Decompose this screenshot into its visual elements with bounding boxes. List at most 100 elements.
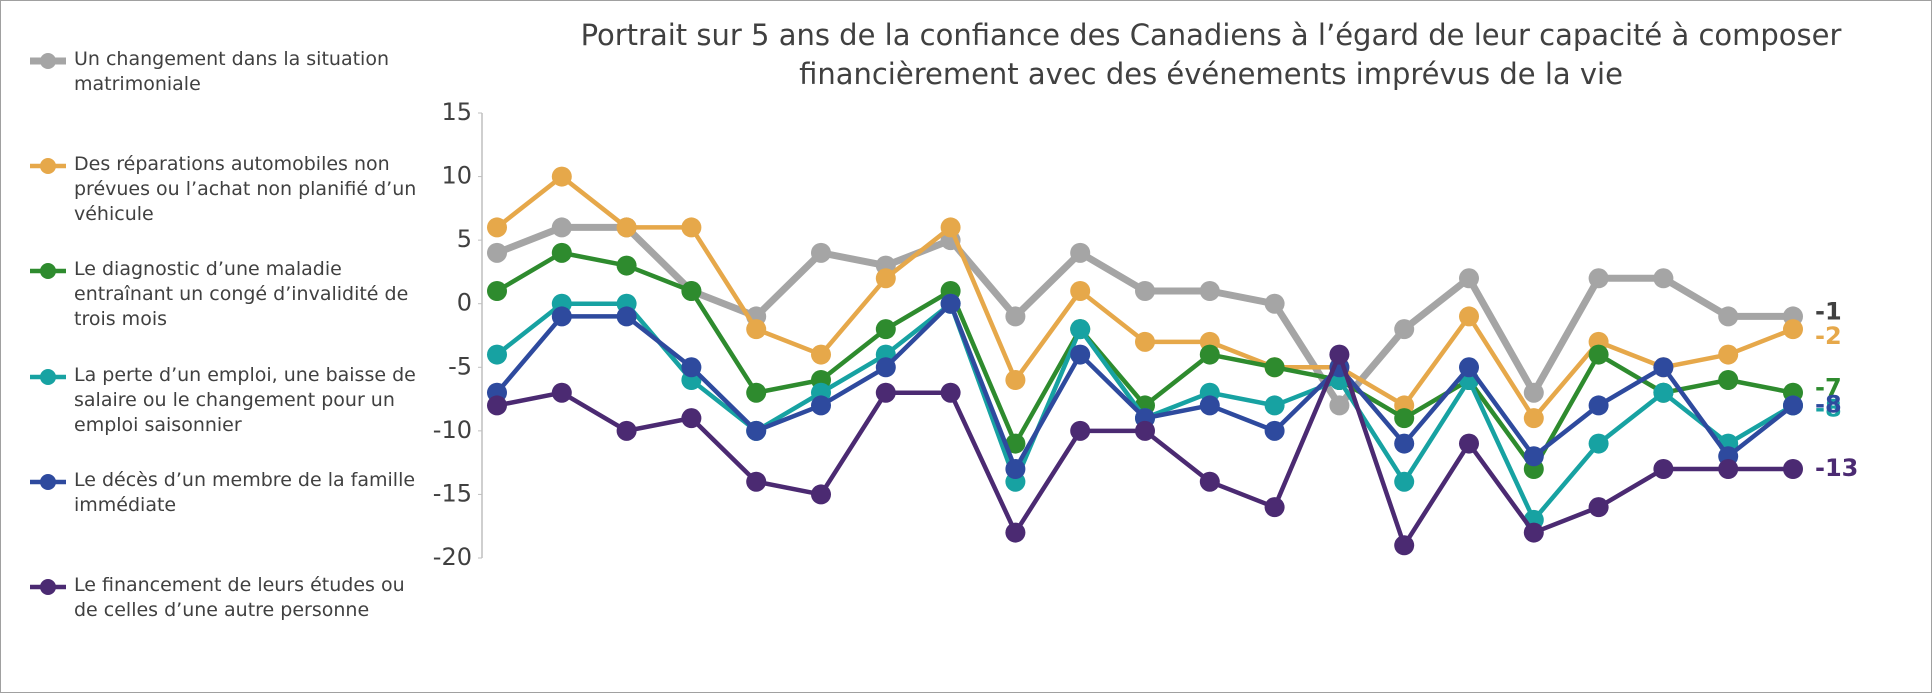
data-point <box>1135 281 1155 301</box>
data-point <box>811 484 831 505</box>
data-point <box>1653 459 1674 479</box>
data-point <box>875 382 896 403</box>
data-point <box>1459 306 1479 327</box>
data-point <box>1783 319 1803 340</box>
legend-marker <box>40 579 56 595</box>
data-point <box>1653 357 1674 378</box>
legend-marker <box>40 158 56 174</box>
chart-title: Portrait sur 5 ans de la confiance des C… <box>581 18 1842 52</box>
end-label: -7 <box>1815 374 1842 402</box>
y-tick-label: -5 <box>448 352 472 380</box>
y-tick-label: 5 <box>457 225 472 253</box>
data-point <box>1394 408 1415 429</box>
data-point <box>616 420 637 441</box>
data-point <box>1264 357 1285 378</box>
data-point <box>1459 357 1479 378</box>
data-point <box>1459 268 1479 289</box>
data-point <box>1653 382 1674 403</box>
data-point <box>1523 382 1544 403</box>
data-point <box>1264 420 1285 441</box>
data-point <box>1329 395 1350 416</box>
data-point <box>746 471 767 492</box>
data-point <box>1718 370 1739 390</box>
data-point <box>616 217 637 238</box>
data-point <box>551 382 572 403</box>
data-point <box>1523 446 1544 467</box>
data-point <box>811 344 831 365</box>
data-point <box>551 166 572 187</box>
end-label: -13 <box>1815 454 1858 482</box>
data-point <box>940 293 961 314</box>
data-point <box>1394 319 1415 340</box>
data-point <box>1588 268 1609 289</box>
data-point <box>487 217 507 238</box>
data-point <box>1718 306 1739 327</box>
data-point <box>1783 395 1803 416</box>
end-label: -8 <box>1815 394 1842 422</box>
data-point <box>1070 319 1091 340</box>
data-point <box>1718 459 1739 479</box>
data-point <box>551 217 572 238</box>
data-point <box>1653 268 1674 289</box>
data-point <box>746 319 767 340</box>
end-label: -1 <box>1815 297 1842 325</box>
data-point <box>1394 471 1415 492</box>
data-point <box>1199 344 1220 365</box>
data-point <box>681 357 702 378</box>
data-point <box>1718 344 1739 365</box>
legend-label: Un changement dans la situation matrimon… <box>74 48 389 95</box>
data-point <box>875 319 896 340</box>
legend-marker <box>40 263 56 279</box>
y-tick-label: 10 <box>441 162 472 190</box>
legend-marker <box>40 53 56 69</box>
data-point <box>1199 281 1220 301</box>
data-point <box>1264 497 1285 518</box>
data-point <box>487 281 507 301</box>
data-point <box>1783 459 1803 479</box>
data-point <box>681 281 702 301</box>
y-tick-label: -20 <box>433 543 472 571</box>
data-point <box>1264 395 1285 416</box>
data-point <box>1005 459 1026 479</box>
data-point <box>1329 344 1350 365</box>
data-point <box>681 217 702 238</box>
data-point <box>746 420 767 441</box>
data-point <box>811 395 831 416</box>
y-tick-label: 0 <box>457 289 472 317</box>
data-point <box>1070 344 1091 365</box>
data-point <box>940 382 961 403</box>
data-point <box>1070 281 1091 301</box>
legend-label: Des réparations automobiles non prévues … <box>74 153 417 225</box>
data-point <box>1394 535 1415 556</box>
y-tick-label: -10 <box>433 416 472 444</box>
y-tick-label: 15 <box>441 98 472 126</box>
data-point <box>1005 522 1026 543</box>
data-point <box>487 344 507 365</box>
data-point <box>1135 331 1155 352</box>
data-point <box>746 382 767 403</box>
data-point <box>1459 433 1479 454</box>
data-point <box>616 306 637 327</box>
data-point <box>1005 306 1026 327</box>
data-point <box>1588 497 1609 518</box>
data-point <box>1005 370 1026 390</box>
data-point <box>1588 344 1609 365</box>
data-point <box>1588 395 1609 416</box>
data-point <box>875 357 896 378</box>
data-point <box>681 408 702 429</box>
data-point <box>616 255 637 276</box>
data-point <box>487 395 507 416</box>
data-point <box>811 242 831 263</box>
data-point <box>1394 433 1415 454</box>
data-point <box>487 242 507 263</box>
end-label: -8 <box>1815 390 1842 418</box>
data-point <box>1523 408 1544 429</box>
legend-label: Le diagnostic d’une maladie entraînant u… <box>74 258 409 330</box>
data-point <box>940 217 961 238</box>
data-point <box>1523 522 1544 543</box>
data-point <box>1588 433 1609 454</box>
legend-marker <box>40 474 56 490</box>
data-point <box>1264 293 1285 314</box>
end-label: -2 <box>1815 322 1842 350</box>
